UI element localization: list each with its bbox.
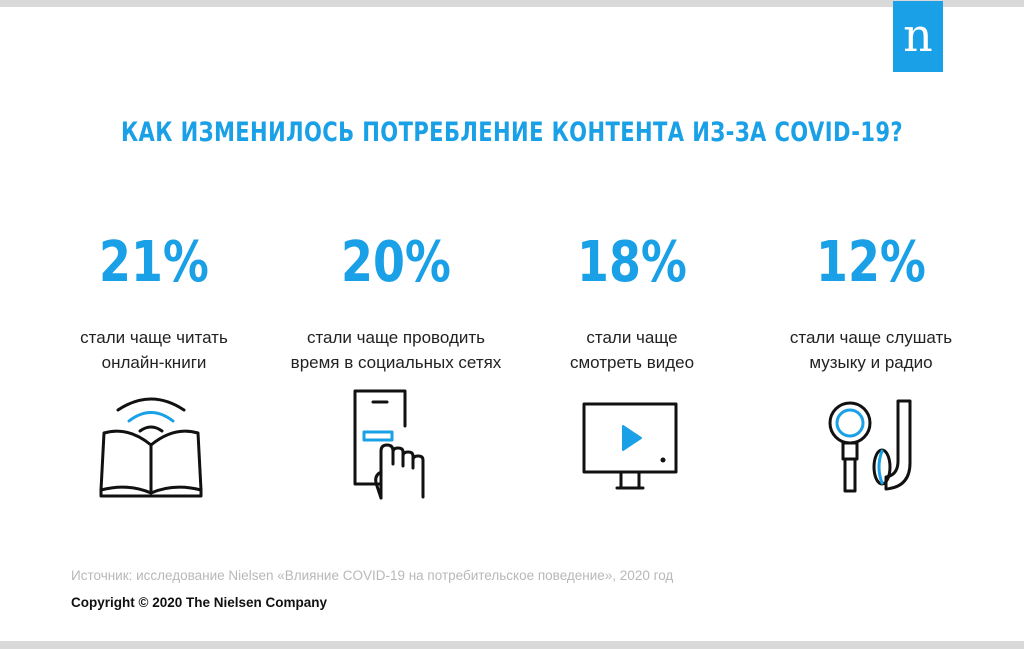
stat-description: стали чаще слушать музыку и радио [741,325,1001,375]
stat-description-line1: стали чаще [586,328,678,347]
page-title: КАК ИЗМЕНИЛОСЬ ПОТРЕБЛЕНИЕ КОНТЕНТА ИЗ-З… [120,117,904,148]
stat-video: 18% стали чаще смотреть видео [502,228,762,375]
monitor-play-icon [581,400,681,492]
stat-description-line2: время в социальных сетях [290,353,502,372]
stat-value: 21% [99,230,209,295]
stat-description: стали чаще смотреть видео [502,325,762,375]
stat-music-radio: 12% стали чаще слушать музыку и радио [741,228,1001,375]
stat-description-line1: стали чаще слушать [789,328,953,347]
copyright-notice: Copyright © 2020 The Nielsen Company [71,595,328,610]
logo-letter: n [903,7,933,62]
stat-description-line2: музыку и радио [809,353,933,372]
stat-value: 20% [341,230,451,295]
open-book-wifi-icon [96,392,206,502]
stat-description-line1: стали чаще проводить [306,328,486,347]
stat-description-line2: смотреть видео [569,353,695,372]
earbuds-icon [826,397,922,497]
bottom-border [0,641,1024,649]
stat-social-media: 20% стали чаще проводить время в социаль… [266,228,526,375]
stat-description-line1: стали чаще читать [80,328,228,347]
nielsen-logo: n [893,1,943,72]
stat-value: 12% [816,230,926,295]
stat-value: 18% [577,230,687,295]
top-border [0,0,1024,7]
stat-description: стали чаще проводить время в социальных … [266,325,526,375]
source-note: Источник: исследование Nielsen «Влияние … [71,568,674,583]
stat-description-line2: онлайн-книги [101,353,207,372]
smartphone-tap-icon [347,388,433,504]
stat-online-books: 21% стали чаще читать онлайн-книги [24,228,284,375]
stat-description: стали чаще читать онлайн-книги [24,325,284,375]
